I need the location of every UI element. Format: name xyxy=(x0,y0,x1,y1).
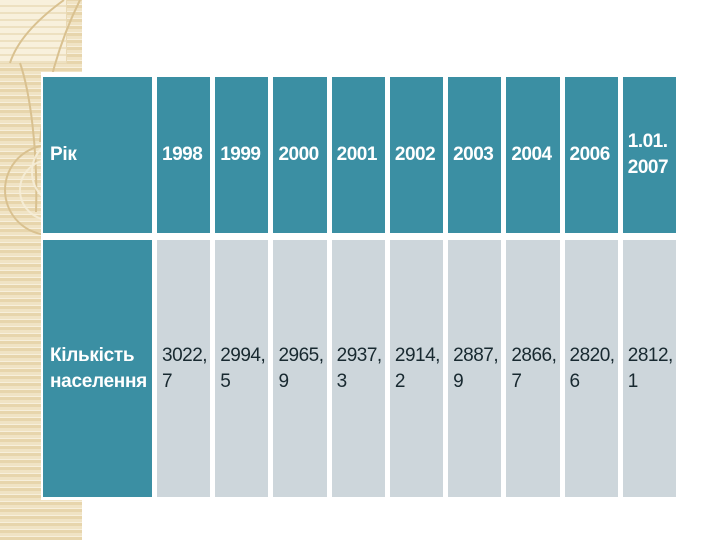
population-value-cell: 2914, 2 xyxy=(389,240,444,497)
population-value-cell: 2866, 7 xyxy=(506,240,560,497)
year-header-cell: 2004 xyxy=(506,77,560,233)
year-header-cell: 1999 xyxy=(215,77,269,233)
population-table: Рік 1998 1999 2000 2001 2002 2003 2004 2006 1.01… xyxy=(41,72,680,500)
population-value-cell: 2887, 9 xyxy=(448,240,502,497)
population-value-cell: 2937, 3 xyxy=(331,240,385,497)
year-row-label-cell: Рік xyxy=(43,77,152,233)
population-value-cell: 3022, 7 xyxy=(157,240,211,497)
year-header-cell: 2003 xyxy=(448,77,502,233)
year-header-cell: 1.01. 2007 xyxy=(622,77,676,233)
population-row-label-cell: Кількість населення xyxy=(43,240,152,497)
population-value-cell: 2820, 6 xyxy=(564,240,618,497)
year-header-cell: 2006 xyxy=(564,77,618,233)
population-value-cell: 2994, 5 xyxy=(215,240,269,497)
population-value-cell: 2965, 9 xyxy=(273,240,327,497)
year-header-cell: 2002 xyxy=(389,77,444,233)
corner-panel xyxy=(0,0,67,64)
year-header-cell: 2001 xyxy=(331,77,385,233)
table-header-row: Рік 1998 1999 2000 2001 2002 2003 2004 2006 1.01… xyxy=(43,77,676,233)
year-header-cell: 2000 xyxy=(273,77,327,233)
table-data-row: Кількість населення 3022, 7 2994, 5 2965, … xyxy=(43,240,676,497)
year-header-cell: 1998 xyxy=(157,77,211,233)
population-value-cell: 2812, 1 xyxy=(622,240,676,497)
